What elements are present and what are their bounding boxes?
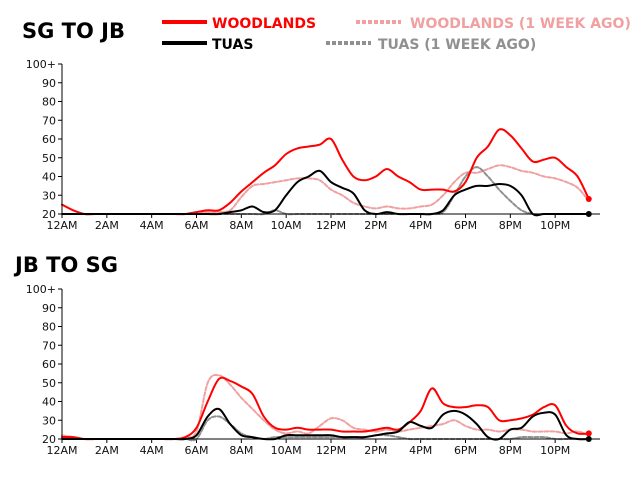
y-tick-label: 40: [42, 171, 56, 184]
legend-label: TUAS: [212, 37, 253, 53]
y-tick-label: 100+: [26, 283, 56, 296]
chart-title: SG TO JB: [22, 19, 125, 43]
legend-item: WOODLANDS (1 WEEK AGO): [356, 16, 631, 32]
y-tick-label: 70: [42, 114, 56, 127]
x-tick-label: 6PM: [454, 444, 477, 457]
x-tick-label: 2PM: [364, 444, 387, 457]
x-tick-label: 4AM: [140, 219, 164, 232]
x-tick-label: 12AM: [46, 444, 77, 457]
endpoint-marker: [585, 436, 592, 442]
x-tick-label: 2AM: [95, 219, 119, 232]
x-tick-label: 6AM: [184, 219, 208, 232]
y-tick-label: 30: [42, 414, 56, 427]
x-tick-label: 2PM: [364, 219, 387, 232]
x-tick-label: 4PM: [409, 219, 432, 232]
y-tick-label: 20: [42, 433, 56, 446]
x-tick-label: 12PM: [316, 444, 346, 457]
y-tick-label: 90: [42, 302, 56, 315]
x-tick-label: 4AM: [140, 444, 164, 457]
x-tick-label: 8AM: [229, 444, 253, 457]
y-tick-label: 80: [42, 96, 56, 109]
x-tick-label: 10PM: [540, 219, 570, 232]
series-line: [61, 169, 590, 217]
x-tick-label: 6AM: [184, 444, 208, 457]
y-tick-label: 60: [42, 133, 56, 146]
legend-label: TUAS (1 WEEK AGO): [378, 37, 536, 53]
endpoint-marker: [585, 430, 592, 437]
y-tick-label: 30: [42, 189, 56, 202]
x-tick-label: 2AM: [95, 444, 119, 457]
x-tick-label: 10AM: [271, 219, 302, 232]
series-line: [61, 407, 590, 441]
y-tick-label: 70: [42, 339, 56, 352]
x-tick-label: 10AM: [271, 444, 302, 457]
x-tick-label: 8PM: [499, 444, 522, 457]
x-tick-label: 8PM: [499, 219, 522, 232]
chart-panel: SG TO JB 20 30 40 50 60 70 80 90 100+ 12AM 2AM 4AM 6A…: [22, 19, 600, 232]
y-tick-label: 90: [42, 77, 56, 90]
legend-item: TUAS (1 WEEK AGO): [326, 37, 536, 53]
chart-title: JB TO SG: [13, 253, 118, 277]
x-tick-label: 6PM: [454, 219, 477, 232]
series-line: [61, 164, 590, 216]
y-tick-label: 60: [42, 358, 56, 371]
y-tick-label: 20: [42, 208, 56, 221]
y-tick-label: 40: [42, 396, 56, 409]
endpoint-marker: [585, 211, 592, 217]
legend: WOODLANDS WOODLANDS (1 WEEK AGO) TUAS TUAS …: [162, 16, 631, 53]
y-tick-label: 80: [42, 321, 56, 334]
chart-panel: JB TO SG 20 30 40 50 60 70 80 90 100+ 12AM 2AM 4AM 6A…: [13, 253, 600, 457]
x-tick-label: 12PM: [316, 219, 346, 232]
y-tick-label: 50: [42, 377, 56, 390]
x-tick-label: 10PM: [540, 444, 570, 457]
legend-item: WOODLANDS: [162, 16, 316, 32]
y-tick-label: 50: [42, 152, 56, 165]
legend-label: WOODLANDS: [212, 16, 316, 32]
x-tick-label: 4PM: [409, 444, 432, 457]
endpoint-marker: [585, 196, 592, 202]
y-tick-label: 100+: [26, 58, 56, 71]
x-tick-label: 8AM: [229, 219, 253, 232]
x-tick-label: 12AM: [46, 219, 77, 232]
legend-label: WOODLANDS (1 WEEK AGO): [410, 16, 631, 32]
legend-item: TUAS: [162, 37, 253, 53]
series-line: [61, 166, 590, 216]
